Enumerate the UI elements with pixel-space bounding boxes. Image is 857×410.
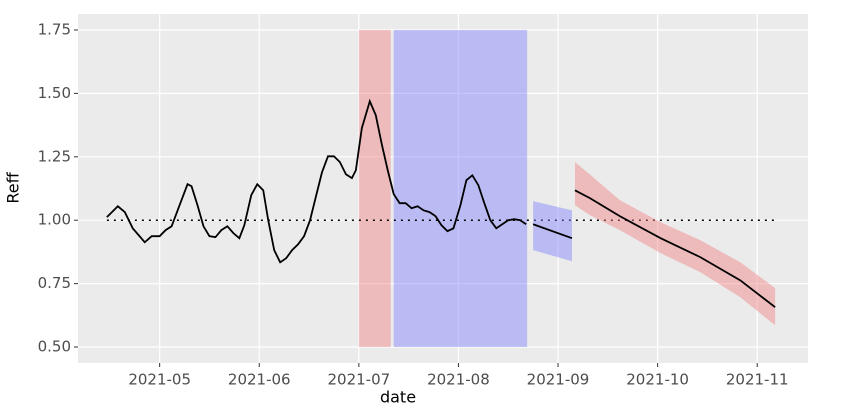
- ribbon: [574, 162, 776, 326]
- x-tick-label: 2021-06: [228, 371, 291, 389]
- y-axis-title: Reff: [4, 171, 23, 203]
- x-axis-title: date: [380, 388, 416, 407]
- x-tick-label: 2021-11: [726, 371, 789, 389]
- y-tick-label: 1.00: [38, 211, 71, 229]
- y-tick-label: 1.75: [38, 20, 71, 38]
- x-tick-label: 2021-09: [527, 371, 590, 389]
- x-tick-label: 2021-05: [128, 371, 191, 389]
- shaded-region: [393, 29, 528, 348]
- x-tick-label: 2021-07: [328, 371, 391, 389]
- x-tick-label: 2021-08: [427, 371, 490, 389]
- y-tick-label: 0.50: [38, 338, 71, 356]
- line: [532, 223, 573, 240]
- plot-background: [78, 14, 808, 363]
- line: [106, 98, 527, 264]
- y-tick-label: 1.25: [38, 147, 71, 165]
- line: [574, 189, 776, 308]
- shaded-region: [358, 29, 391, 348]
- x-tick-label: 2021-10: [626, 371, 689, 389]
- y-tick-label: 0.75: [38, 274, 71, 292]
- y-tick-label: 1.50: [38, 84, 71, 102]
